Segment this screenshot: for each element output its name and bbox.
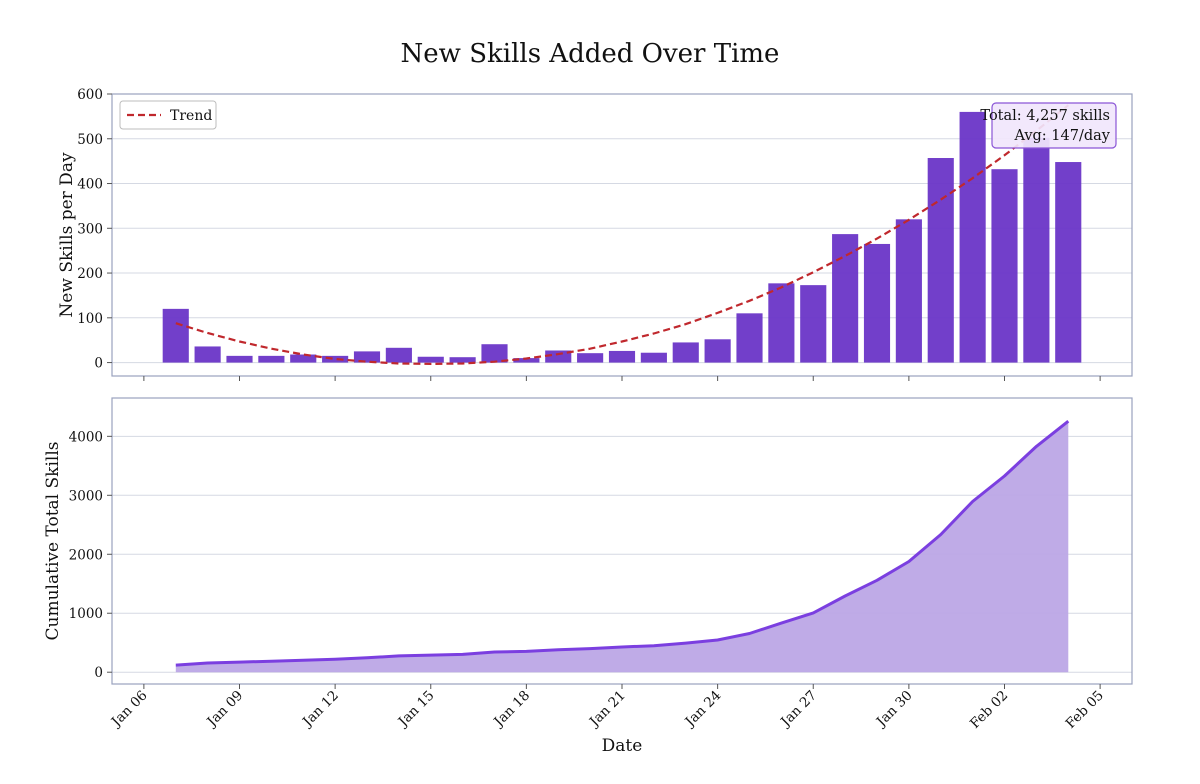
top-y-tick-label: 100	[77, 311, 103, 327]
bottom-x-ticks: Jan 06 Jan 09 Jan 12 Jan 15 Jan 18 Jan 21 Jan …	[107, 684, 1107, 732]
bottom-y-tick-label: 4000	[69, 429, 103, 445]
x-tick-label: Jan 09	[203, 688, 247, 732]
summary-annotation: Total: 4,257 skills Avg: 147/day	[980, 102, 1117, 149]
bar	[577, 353, 604, 363]
bar	[800, 285, 827, 363]
x-tick-label: Jan 21	[585, 688, 629, 732]
bar	[545, 350, 572, 363]
top-x-ticks	[143, 376, 1101, 381]
bottom-y-tick-label: 0	[94, 665, 103, 681]
x-tick-label: Feb 05	[1063, 688, 1107, 732]
bar	[608, 350, 636, 363]
top-y-tick-label: 600	[77, 87, 103, 103]
x-tick-label: Jan 06	[107, 688, 151, 732]
bottom-y-tick-label: 2000	[69, 547, 103, 563]
bar	[513, 358, 540, 363]
bar	[959, 111, 986, 363]
bar	[417, 356, 444, 363]
top-y-tick-label: 300	[77, 221, 103, 237]
x-tick-label: Jan 18	[490, 688, 534, 732]
bar	[736, 313, 763, 363]
summary-total: Total: 4,257 skills	[980, 108, 1110, 124]
bar	[895, 219, 922, 363]
bottom-y-ticks: 0 1000 2000 3000 4000	[69, 429, 112, 681]
x-axis-label: Date	[602, 736, 643, 756]
bar	[768, 283, 795, 363]
bar	[162, 308, 189, 363]
legend-box	[119, 100, 217, 130]
bar	[991, 169, 1018, 363]
top-panel: 0 100 200 300 400 500 600 New Skills per Day T…	[57, 87, 1133, 381]
summary-average: Avg: 147/day	[1013, 128, 1110, 144]
bar	[1055, 162, 1082, 363]
bar	[385, 347, 412, 363]
cumulative-area	[175, 421, 1069, 673]
bar	[927, 158, 954, 363]
top-y-ticks: 0 100 200 300 400 500 600	[77, 87, 112, 372]
x-tick-label: Feb 02	[967, 688, 1011, 732]
bar	[863, 243, 891, 363]
top-y-tick-label: 200	[77, 266, 103, 282]
top-y-tick-label: 400	[77, 177, 103, 193]
x-tick-label: Jan 24	[681, 688, 725, 732]
bar	[672, 342, 699, 363]
bar	[194, 346, 221, 363]
bar	[704, 339, 731, 363]
bar	[353, 351, 381, 363]
top-y-tick-label: 500	[77, 132, 103, 148]
top-y-axis-label: New Skills per Day	[57, 152, 77, 318]
bar	[481, 344, 508, 363]
trend-line	[175, 104, 1069, 366]
summary-box	[991, 102, 1117, 149]
bar	[1023, 137, 1050, 363]
bar	[226, 355, 253, 363]
bottom-y-tick-label: 1000	[69, 606, 103, 622]
bar	[640, 352, 667, 363]
top-y-tick-label: 0	[94, 356, 103, 372]
x-tick-label: Jan 15	[394, 688, 438, 732]
legend-trend-label: Trend	[170, 108, 212, 124]
bottom-y-tick-label: 3000	[69, 488, 103, 504]
bottom-y-axis-label: Cumulative Total Skills	[43, 442, 63, 641]
bar	[832, 234, 859, 363]
bar	[290, 354, 317, 363]
x-tick-label: Jan 30	[872, 688, 916, 732]
bar	[258, 355, 285, 363]
bar	[322, 355, 349, 363]
bar	[449, 357, 476, 363]
x-tick-label: Jan 27	[777, 688, 821, 732]
top-bars	[162, 111, 1082, 363]
cumulative-line	[175, 420, 1070, 667]
legend: Trend	[119, 100, 217, 130]
x-tick-label: Jan 12	[298, 688, 342, 732]
chart-title: New Skills Added Over Time	[401, 39, 780, 69]
